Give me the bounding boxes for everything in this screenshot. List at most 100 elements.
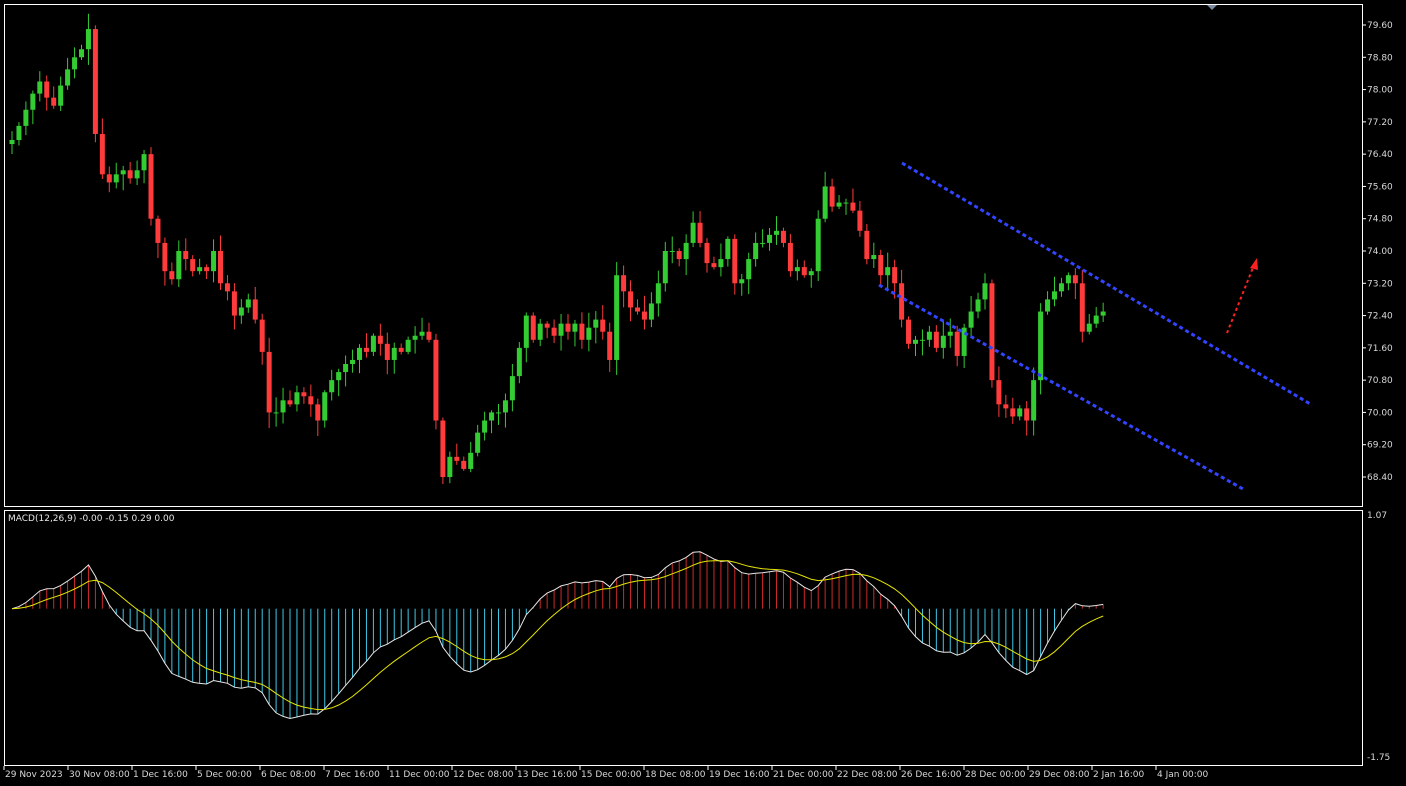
candle-body — [148, 154, 154, 219]
candle-body — [1079, 283, 1085, 332]
candle-body — [280, 400, 286, 413]
candle-body — [732, 238, 738, 284]
macd-tick-label: -1.75 — [1367, 753, 1390, 763]
candle-body — [975, 299, 981, 312]
candle-body — [947, 331, 953, 336]
macd-axis: 1.07 -1.75 — [1367, 511, 1390, 763]
time-axis: 29 Nov 2023 30 Nov 08:00 1 Dec 16:00 5 Dec … — [3, 766, 1209, 780]
candle-body — [1086, 323, 1092, 332]
candle-body — [496, 412, 501, 414]
price-tick-label: 70.80 — [1367, 376, 1393, 386]
candle-body — [676, 251, 682, 260]
candle-body — [238, 307, 244, 316]
candle-body — [433, 339, 439, 421]
candle-body — [384, 343, 390, 360]
candle-body — [391, 347, 397, 360]
candle-body — [509, 376, 515, 401]
candle-body — [218, 251, 223, 284]
candle-body — [1010, 408, 1016, 417]
price-tick-label: 77.20 — [1367, 118, 1393, 128]
candle-body — [628, 291, 634, 308]
candle-body — [1065, 275, 1071, 284]
candle-body — [794, 267, 800, 272]
time-tick-label: 15 Dec 00:00 — [581, 770, 642, 780]
candle-body — [183, 251, 189, 260]
candle-body — [99, 133, 105, 175]
candle-body — [134, 170, 140, 179]
candle-body — [614, 275, 620, 360]
candle-body — [940, 335, 946, 348]
candle-body — [419, 331, 425, 336]
candle-body — [683, 242, 689, 260]
candle-body — [704, 242, 710, 264]
price-tick-label: 72.40 — [1367, 312, 1393, 322]
candle-body — [252, 299, 258, 320]
candle-body — [343, 364, 349, 373]
candle-body — [1052, 291, 1057, 300]
candle-body — [273, 412, 279, 414]
candle-body — [1058, 283, 1064, 292]
candle-body — [954, 331, 960, 356]
candle-body — [357, 347, 362, 360]
candle-body — [787, 242, 793, 272]
candle-body — [767, 234, 773, 243]
candle-body — [850, 202, 856, 211]
candle-body — [815, 218, 821, 272]
price-tick-label: 79.60 — [1367, 21, 1393, 31]
trend-channel[interactable] — [878, 161, 1313, 491]
candle-body — [1045, 299, 1051, 312]
candle-body — [572, 323, 578, 332]
candle-body — [363, 347, 369, 352]
candle-body — [739, 279, 745, 284]
candle-body — [44, 81, 50, 98]
candle-body — [440, 420, 446, 477]
candle-body — [537, 323, 543, 340]
candle-body — [933, 331, 939, 348]
candle-body — [836, 202, 842, 207]
candle-body — [864, 230, 870, 260]
candle-body — [600, 319, 606, 332]
candle-body — [482, 420, 488, 433]
candle-body — [30, 93, 36, 110]
price-pane[interactable] — [4, 4, 1363, 507]
candle-body — [65, 69, 71, 86]
candle-body — [669, 251, 675, 252]
time-tick-label: 29 Nov 2023 — [5, 770, 63, 780]
up-arrow[interactable] — [1226, 258, 1258, 334]
candle-body — [885, 267, 891, 276]
price-tick-label: 68.40 — [1367, 473, 1393, 483]
candle-body — [1100, 311, 1106, 316]
shift-marker-icon[interactable] — [1207, 5, 1217, 10]
candle-body — [1093, 315, 1099, 324]
candle-body — [315, 404, 321, 421]
candle-body — [718, 259, 724, 268]
macd-histogram — [18, 551, 1104, 719]
candle-body — [968, 311, 974, 328]
candle-body — [294, 392, 300, 405]
candle-body — [211, 251, 217, 272]
candle-body — [996, 380, 1002, 405]
price-axis: 79.60 78.80 78.00 77.20 76.40 75.60 74.80 74.00… — [1362, 21, 1393, 483]
candle-body — [502, 400, 508, 413]
candle-body — [871, 255, 877, 260]
candle-body — [697, 222, 703, 243]
candle-body — [412, 335, 418, 340]
candle-body — [1003, 404, 1009, 409]
macd-pane[interactable] — [4, 510, 1363, 766]
candle-body — [197, 267, 203, 272]
time-tick-label: 5 Dec 00:00 — [197, 770, 252, 780]
candle-body — [231, 291, 237, 316]
candle-body — [989, 283, 995, 381]
time-tick-label: 26 Dec 16:00 — [901, 770, 962, 780]
candle-body — [857, 210, 863, 231]
candle-body — [544, 323, 550, 328]
candle-body — [961, 327, 967, 356]
channel-upper-line[interactable] — [901, 161, 1313, 407]
candle-body — [780, 230, 786, 243]
candle-body — [308, 396, 314, 405]
candle-body — [913, 339, 918, 344]
candle-body — [635, 307, 640, 312]
candle-body — [551, 327, 557, 336]
time-tick-label: 30 Nov 08:00 — [69, 770, 130, 780]
